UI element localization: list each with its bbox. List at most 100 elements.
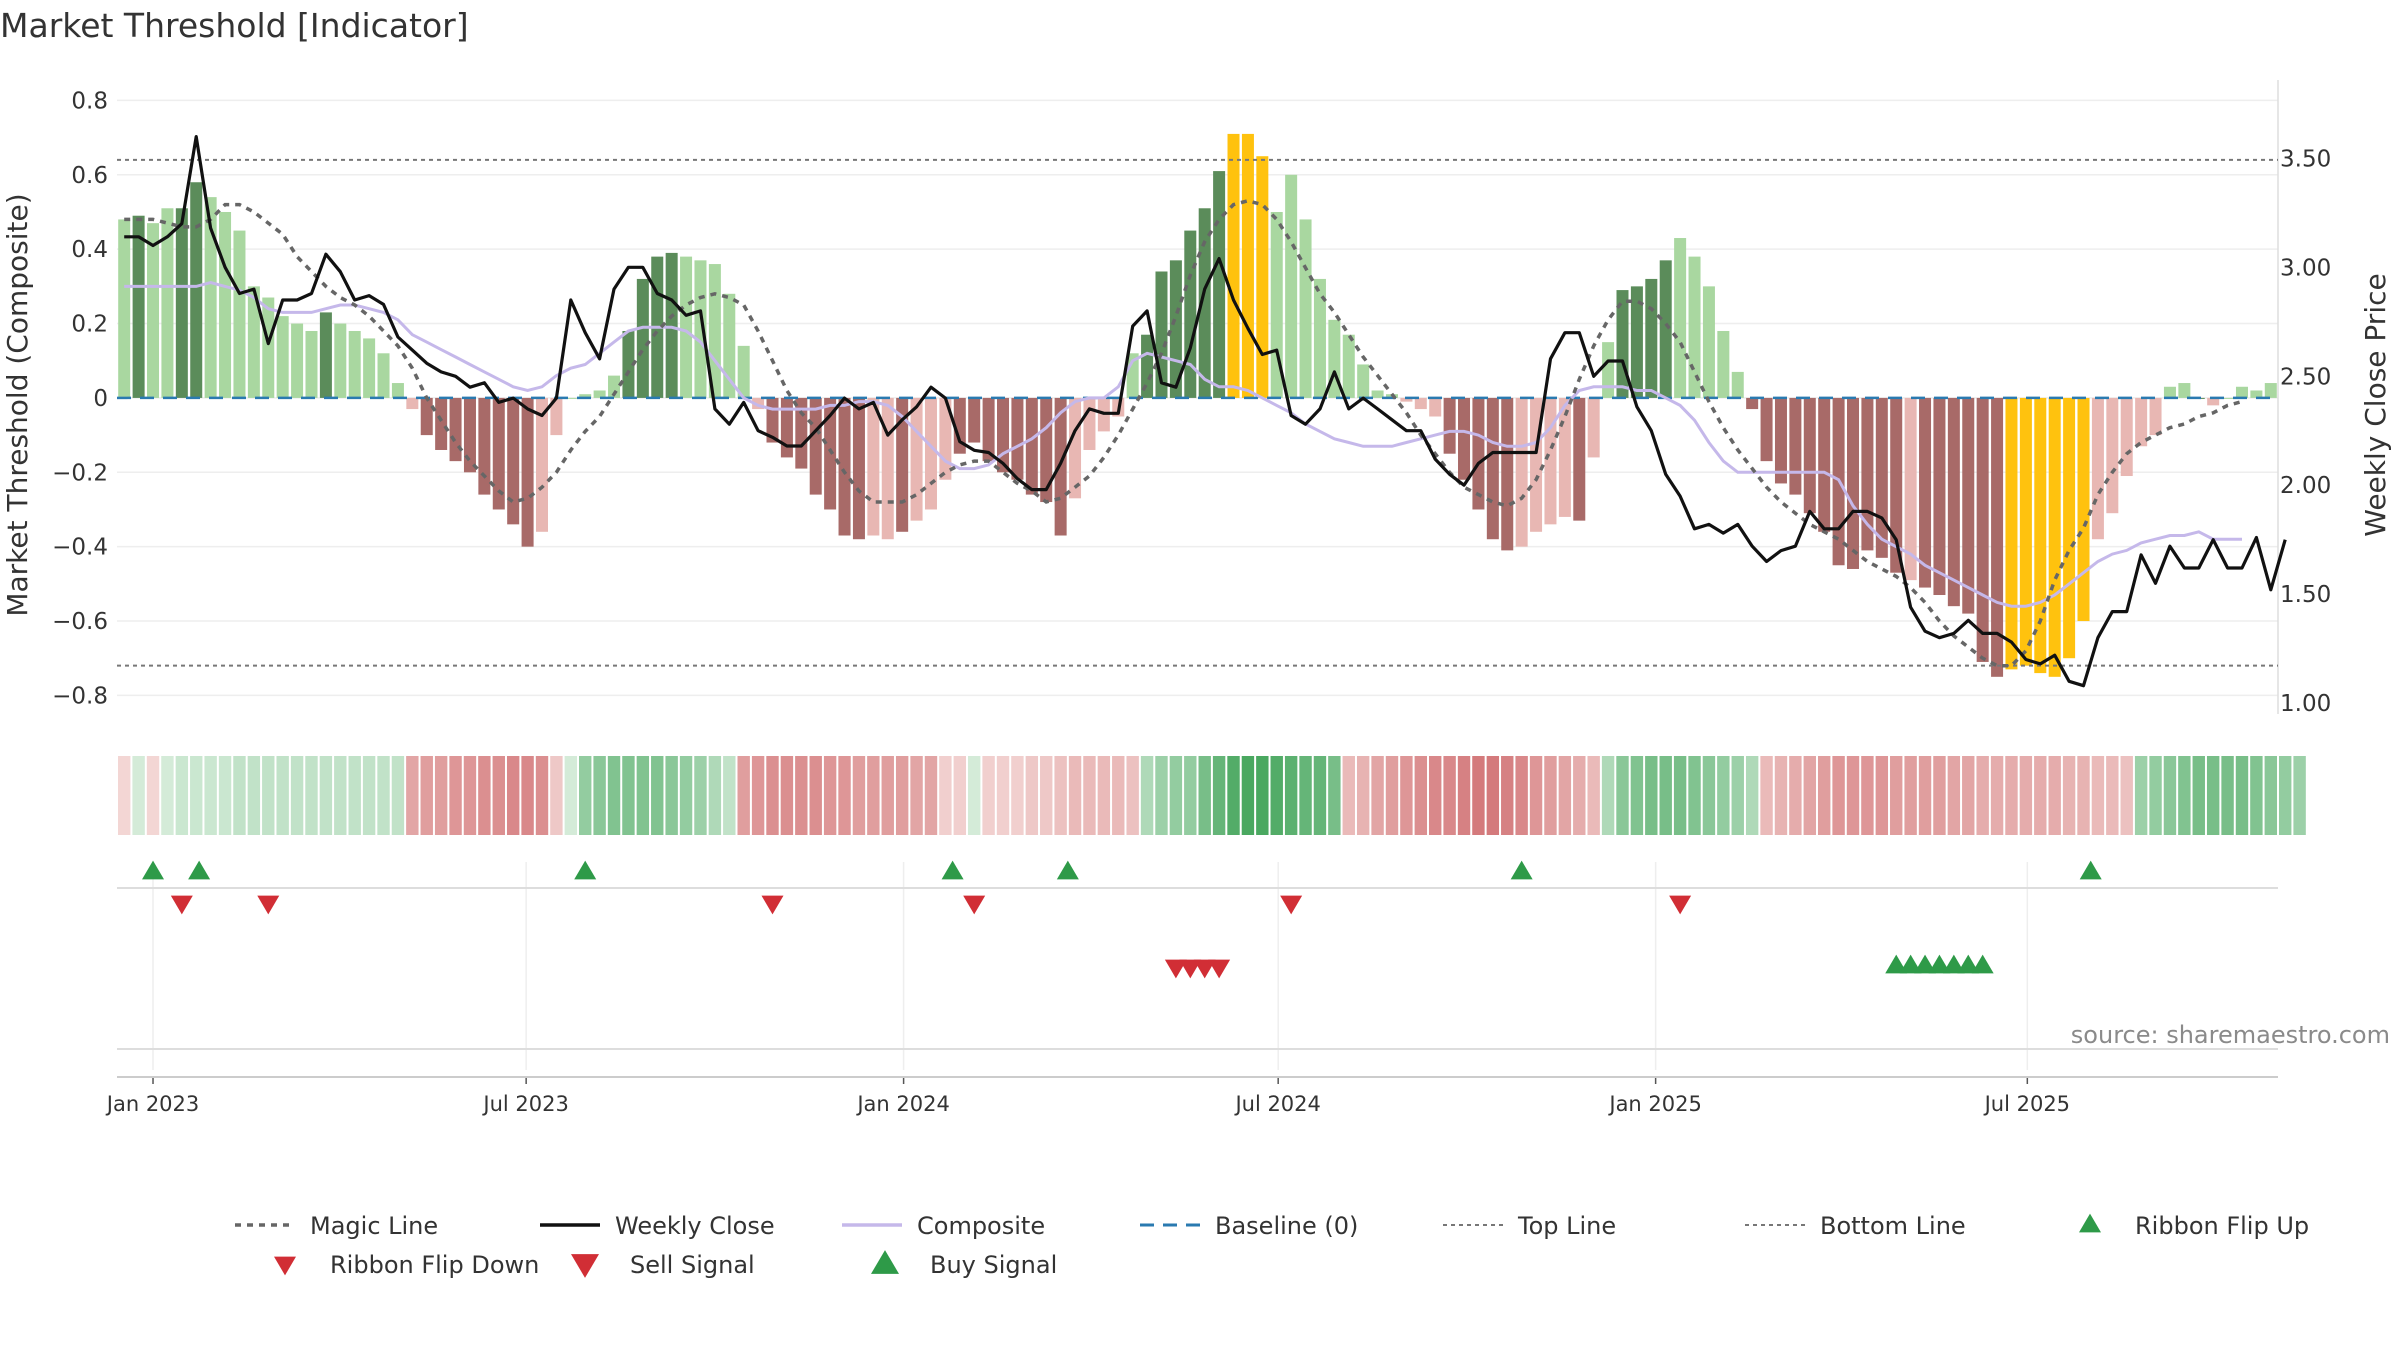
- ribbon-flip-down-marker: [257, 895, 280, 915]
- composite-bar: [622, 330, 635, 398]
- ribbon-cell: [319, 756, 333, 835]
- composite-bar: [1803, 397, 1816, 514]
- ribbon-cell: [1472, 756, 1485, 835]
- ribbon-cell: [1745, 756, 1759, 835]
- ribbon-cell: [1933, 756, 1946, 835]
- composite-bar: [2135, 397, 2148, 447]
- ribbon-cell: [622, 756, 635, 835]
- ribbon-cell: [305, 756, 318, 835]
- composite-bar: [924, 397, 937, 510]
- composite-bar: [953, 397, 966, 454]
- composite-bar: [694, 260, 707, 398]
- ribbon-cell: [2134, 756, 2148, 835]
- composite-bar: [175, 208, 188, 398]
- composite-bar: [147, 223, 160, 398]
- composite-bar: [2149, 397, 2162, 436]
- ribbon-cell: [1918, 756, 1932, 835]
- ribbon-cell: [1011, 756, 1024, 835]
- ribbon-cell: [953, 756, 966, 835]
- ribbon-cell: [636, 756, 650, 835]
- composite-bar: [1933, 397, 1946, 596]
- composite-bars: [118, 133, 2277, 677]
- ribbon-cell: [1760, 756, 1773, 835]
- right-tick-label: 2.00: [2280, 473, 2331, 499]
- composite-bar: [2235, 386, 2248, 398]
- composite-bar: [478, 397, 491, 495]
- ribbon-cell: [1976, 756, 1989, 835]
- composite-bar: [334, 323, 347, 398]
- composite-bar: [579, 394, 592, 398]
- right-tick-label: 2.50: [2280, 364, 2331, 390]
- ribbon-cell: [1068, 756, 1082, 835]
- composite-bar: [1818, 397, 1831, 532]
- ribbon-cell: [651, 756, 664, 835]
- composite-bar: [1256, 156, 1269, 398]
- ribbon-cell: [1414, 756, 1428, 835]
- ribbon-cell: [1702, 756, 1716, 835]
- ribbon-cell: [362, 756, 376, 835]
- date-axis: Jan 2023 Jul 2023 Jan 2024 Jul 2024 Jan 2025…: [105, 1076, 2278, 1116]
- composite-bar: [1313, 278, 1326, 398]
- composite-bar: [1991, 397, 2004, 677]
- ribbon-cell: [1025, 756, 1039, 835]
- ribbon-cell: [1112, 756, 1125, 835]
- ribbon-cell: [982, 756, 995, 835]
- left-tick-label: 0.6: [71, 163, 108, 189]
- ribbon-cell: [867, 756, 880, 835]
- ribbon-cell: [823, 756, 837, 835]
- ribbon-cell: [1385, 756, 1399, 835]
- composite-bar: [1688, 256, 1701, 398]
- composite-bar: [463, 397, 476, 473]
- ribbon-cell: [1904, 756, 1917, 835]
- composite-bar: [1458, 397, 1471, 480]
- legend-item: Ribbon Flip Down: [274, 1251, 539, 1279]
- legend-label: Top Line: [1517, 1212, 1616, 1240]
- ribbon-cell: [1529, 756, 1543, 835]
- legend-item: Magic Line: [235, 1212, 438, 1240]
- composite-bar: [507, 397, 520, 525]
- composite-bar: [233, 230, 246, 398]
- ribbon-cell: [1054, 756, 1067, 835]
- ribbon-cell: [1486, 756, 1500, 835]
- sell-signal-marker: [1164, 959, 1187, 979]
- ribbon-cell: [262, 756, 275, 835]
- ribbon-cell: [1371, 756, 1384, 835]
- buy-signal-marker: [1928, 954, 1951, 974]
- composite-bar: [896, 397, 909, 532]
- legend-triangle-up-icon: [2079, 1213, 2101, 1233]
- ribbon-cell: [2077, 756, 2090, 835]
- ribbon-cell: [406, 756, 419, 835]
- composite-bar: [1299, 219, 1312, 398]
- composite-bar: [2250, 390, 2263, 398]
- ribbon-cell: [1155, 756, 1168, 835]
- ribbon-cell: [2235, 756, 2249, 835]
- ribbon-cell: [132, 756, 145, 835]
- ribbon-flip-up-marker: [1510, 860, 1533, 880]
- ribbon-cell: [1356, 756, 1370, 835]
- ribbon-cell: [506, 756, 520, 835]
- composite-bar: [1083, 397, 1096, 450]
- composite-bar: [420, 397, 433, 436]
- composite-bar: [1630, 286, 1643, 398]
- ribbon-cell: [579, 756, 592, 835]
- composite-bar: [1515, 397, 1528, 547]
- composite-bar: [2207, 397, 2220, 406]
- ribbon-cell: [1875, 756, 1889, 835]
- left-axis-title: Market Threshold (Composite): [1, 193, 34, 616]
- ribbon: [118, 756, 2306, 835]
- composite-bar: [219, 211, 232, 398]
- ribbon-flip-down-marker: [761, 895, 784, 915]
- legend-label: Weekly Close: [615, 1212, 775, 1240]
- composite-bar: [2077, 397, 2090, 622]
- legend-item: Bottom Line: [1745, 1212, 1966, 1240]
- ribbon-cell: [1846, 756, 1860, 835]
- sell-signal-marker: [1193, 959, 1216, 979]
- composite-bar: [276, 316, 289, 398]
- buy-signal-marker: [1885, 954, 1908, 974]
- ribbon-cell: [1140, 756, 1154, 835]
- ribbon-cell: [2279, 756, 2292, 835]
- ribbon-cell: [1832, 756, 1845, 835]
- date-tick-label: Jan 2025: [1607, 1092, 1702, 1116]
- date-tick-label: Jan 2024: [855, 1092, 950, 1116]
